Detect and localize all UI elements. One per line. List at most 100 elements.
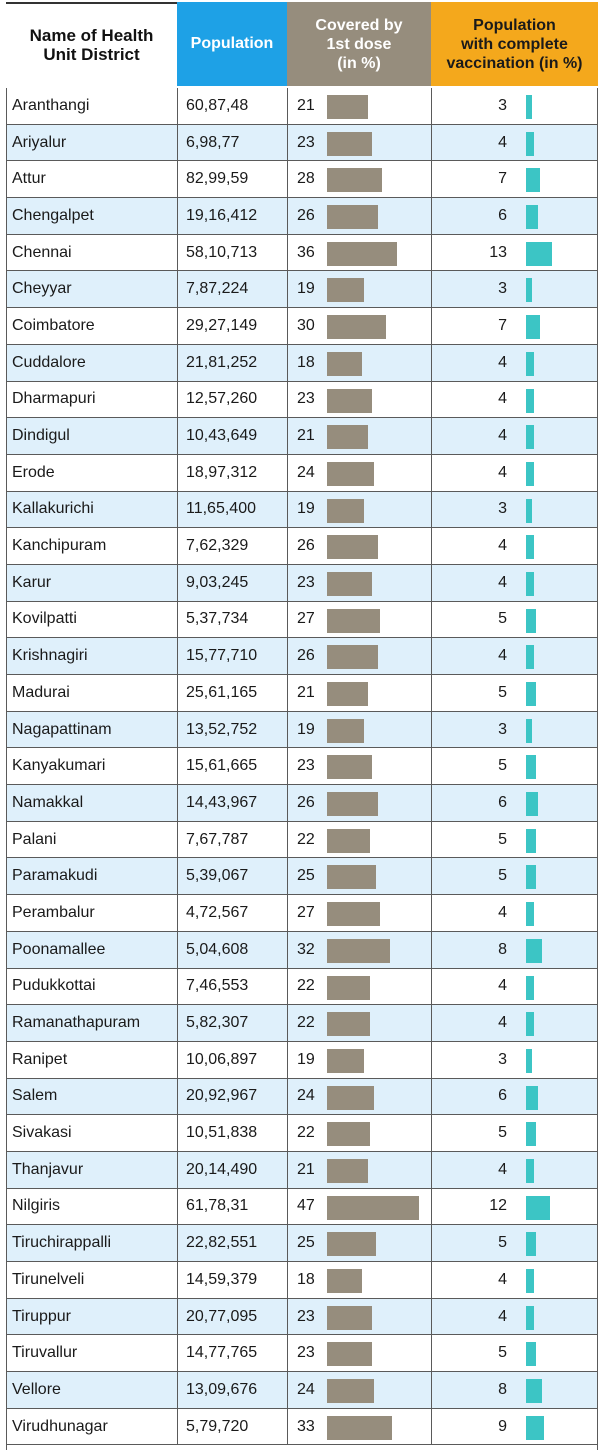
complete-vaccination-bar — [526, 975, 534, 1000]
complete-vaccination-bar — [526, 278, 532, 303]
complete-vaccination-value: 3 — [498, 1050, 507, 1068]
first-dose-cell: 23 — [287, 564, 431, 601]
first-dose-value: 27 — [297, 903, 315, 921]
first-dose-value: 22 — [297, 977, 315, 995]
table-row: Tirunelveli 14,59,379 18 4 — [6, 1262, 598, 1299]
complete-vaccination-value: 12 — [489, 1197, 507, 1215]
first-dose-value: 19 — [297, 1050, 315, 1068]
first-dose-cell: 27 — [287, 895, 431, 931]
population-cell: 5,39,067 — [177, 858, 287, 895]
population-cell: 19,16,412 — [177, 198, 287, 234]
complete-vaccination-value: 5 — [498, 610, 507, 628]
district-name-cell: Kallakurichi — [12, 500, 94, 518]
complete-vaccination-bar — [526, 865, 536, 890]
population-cell: 10,51,838 — [177, 1115, 287, 1151]
table-row: Pudukkottai 7,46,553 22 4 — [6, 968, 598, 1006]
first-dose-value: 32 — [297, 940, 315, 958]
table-row: Dharmapuri 12,57,260 23 4 — [6, 381, 598, 419]
table-row: Dindigul 10,43,649 21 4 — [6, 418, 598, 455]
complete-vaccination-value: 5 — [498, 757, 507, 775]
complete-vaccination-bar — [526, 461, 534, 486]
first-dose-cell: 22 — [287, 1005, 431, 1041]
population-cell: 20,14,490 — [177, 1151, 287, 1188]
header-district-name: Name of Health Unit District — [6, 2, 177, 86]
population-cell: 6,98,77 — [177, 124, 287, 161]
first-dose-cell: 23 — [287, 748, 431, 785]
population-cell: 13,52,752 — [177, 711, 287, 748]
district-name-cell: Chennai — [12, 243, 72, 261]
complete-vaccination-value: 4 — [498, 903, 507, 921]
complete-vaccination-cell: 8 — [431, 931, 598, 968]
table-row: Chennai 58,10,713 36 13 — [6, 234, 598, 272]
complete-vaccination-value: 4 — [498, 1307, 507, 1325]
complete-vaccination-value: 3 — [498, 96, 507, 114]
complete-vaccination-value: 8 — [498, 940, 507, 958]
table-row: Erode 18,97,312 24 4 — [6, 454, 598, 492]
district-name-cell: Coimbatore — [12, 316, 95, 334]
first-dose-bar — [327, 828, 371, 853]
table-row: Tiruvallur 14,77,765 23 5 — [6, 1335, 598, 1373]
first-dose-value: 19 — [297, 500, 315, 518]
district-name-cell: Tiruppur — [12, 1307, 71, 1325]
complete-vaccination-bar — [526, 351, 534, 376]
first-dose-cell: 30 — [287, 308, 431, 344]
complete-vaccination-bar — [526, 1305, 534, 1330]
complete-vaccination-value: 4 — [498, 390, 507, 408]
population-cell: 9,03,245 — [177, 564, 287, 601]
first-dose-cell: 22 — [287, 968, 431, 1005]
complete-vaccination-value: 4 — [498, 647, 507, 665]
first-dose-value: 22 — [297, 830, 315, 848]
first-dose-bar — [327, 755, 373, 780]
table-row: Chengalpet 19,16,412 26 6 — [6, 198, 598, 235]
population-cell: 5,79,720 — [177, 1408, 287, 1445]
first-dose-value: 19 — [297, 280, 315, 298]
first-dose-bar — [327, 1195, 419, 1220]
complete-vaccination-cell: 5 — [431, 601, 598, 638]
complete-vaccination-value: 5 — [498, 1124, 507, 1142]
district-name-cell: Paramakudi — [12, 867, 98, 885]
population-cell: 20,92,967 — [177, 1078, 287, 1115]
complete-vaccination-value: 4 — [498, 463, 507, 481]
district-name-cell: Tiruvallur — [12, 1344, 78, 1362]
district-name-cell: Kovilpatti — [12, 610, 77, 628]
complete-vaccination-value: 4 — [498, 427, 507, 445]
table-row: Tiruppur 20,77,095 23 4 — [6, 1298, 598, 1336]
district-name-cell: Tirunelveli — [12, 1270, 85, 1288]
population-cell: 15,61,665 — [177, 748, 287, 785]
first-dose-bar — [327, 498, 365, 523]
table-row: Thanjavur 20,14,490 21 4 — [6, 1151, 598, 1189]
first-dose-value: 26 — [297, 206, 315, 224]
complete-vaccination-value: 5 — [498, 867, 507, 885]
table-row: Kovilpatti 5,37,734 27 5 — [6, 601, 598, 639]
first-dose-cell: 24 — [287, 454, 431, 491]
table-row: Cuddalore 21,81,252 18 4 — [6, 344, 598, 382]
table-row: Namakkal 14,43,967 26 6 — [6, 785, 598, 822]
complete-vaccination-value: 6 — [498, 1087, 507, 1105]
complete-vaccination-value: 6 — [498, 206, 507, 224]
complete-vaccination-bar — [526, 1195, 550, 1220]
complete-vaccination-bar — [526, 1342, 536, 1367]
complete-vaccination-value: 4 — [498, 133, 507, 151]
table-body: Aranthangi 60,87,48 21 3 Ariyalur 6,98,77 23 4 A… — [6, 88, 598, 1446]
table-row: Krishnagiri 15,77,710 26 4 — [6, 638, 598, 675]
table-row: Vellore 13,09,676 24 8 — [6, 1372, 598, 1409]
table-row: Kanchipuram 7,62,329 26 4 — [6, 528, 598, 565]
complete-vaccination-bar — [526, 1158, 534, 1183]
complete-vaccination-bar — [526, 241, 552, 266]
complete-vaccination-cell: 4 — [431, 528, 598, 564]
first-dose-cell: 21 — [287, 418, 431, 454]
first-dose-bar — [327, 168, 382, 193]
table-row: Ranipet 10,06,897 19 3 — [6, 1041, 598, 1079]
complete-vaccination-cell: 5 — [431, 1115, 598, 1151]
first-dose-value: 33 — [297, 1417, 315, 1435]
complete-vaccination-value: 5 — [498, 683, 507, 701]
first-dose-bar — [327, 792, 378, 817]
population-cell: 29,27,149 — [177, 308, 287, 344]
complete-vaccination-value: 4 — [498, 1014, 507, 1032]
first-dose-value: 28 — [297, 170, 315, 188]
complete-vaccination-bar — [526, 608, 536, 633]
first-dose-bar — [327, 315, 386, 340]
complete-vaccination-bar — [526, 168, 540, 193]
complete-vaccination-cell: 3 — [431, 88, 598, 124]
